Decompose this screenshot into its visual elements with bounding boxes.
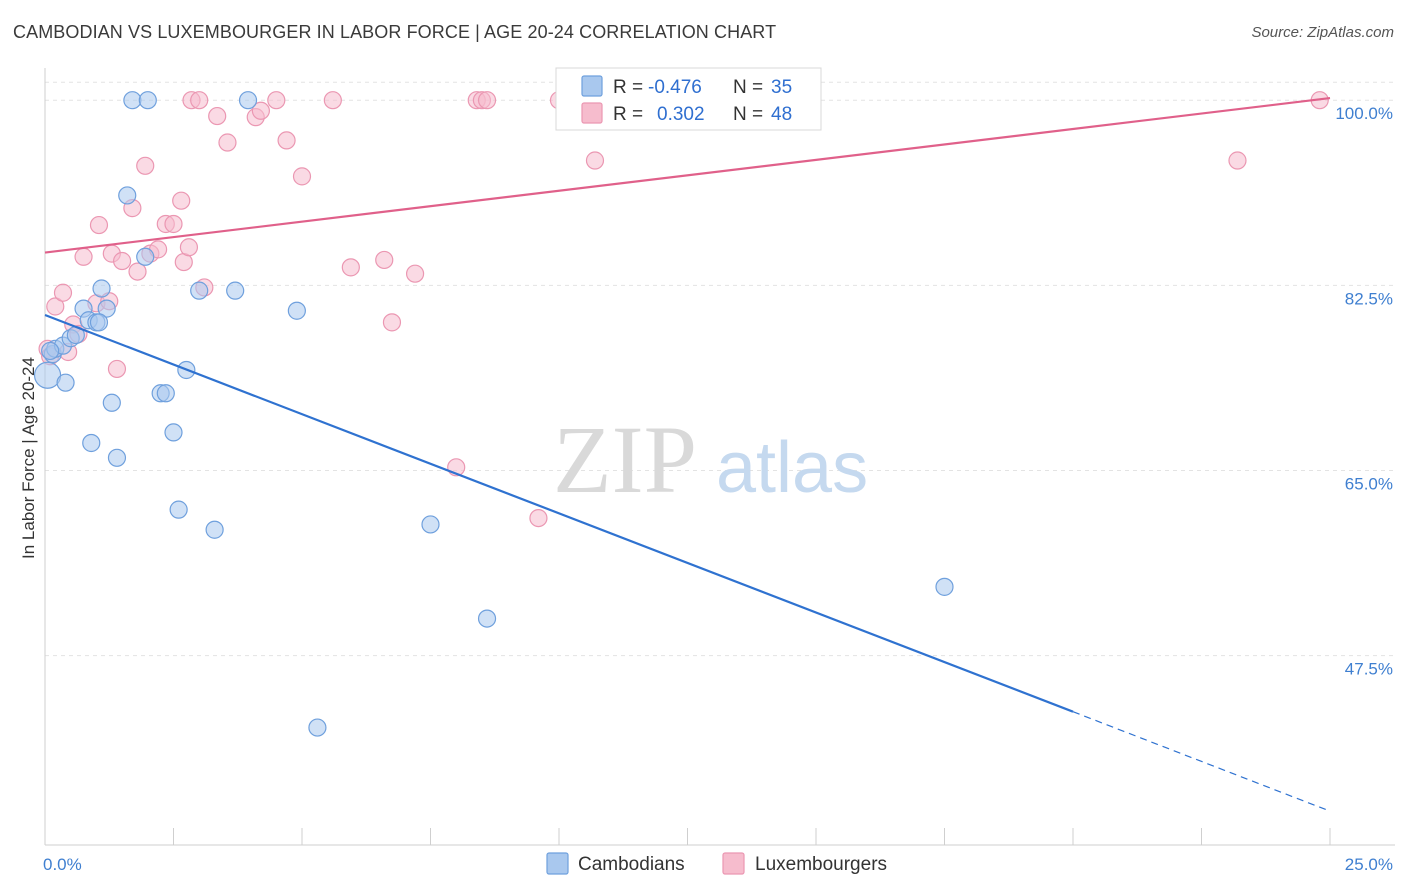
luxembourgers-point-37 [382, 313, 402, 332]
luxembourgers-point-33 [292, 167, 312, 186]
legend-swatch-cambodians [581, 75, 603, 97]
series-legend: Cambodians Luxembourgers [546, 852, 887, 875]
luxembourgers-point-20 [164, 214, 183, 234]
legend-n-label-cambodians: N = [733, 77, 763, 98]
luxembourgers-point-16 [136, 156, 155, 175]
luxembourgers-point-28 [218, 133, 237, 152]
cambodians-point-12 [97, 299, 116, 318]
x-tick-labels: 0.0% 25.0% [43, 855, 1393, 874]
cambodians-point-20 [156, 384, 175, 403]
watermark: ZIP atlas [553, 406, 868, 513]
y-tick-label-2: 82.5% [1345, 289, 1393, 308]
x-tick-label-1: 25.0% [1345, 855, 1393, 874]
cambodians-point-32 [935, 577, 954, 596]
luxembourgers-point-7 [74, 247, 93, 266]
luxembourgers-point-35 [341, 258, 360, 277]
axes [44, 68, 1395, 846]
luxembourgers-point-15 [128, 262, 147, 281]
x-tick-label-0: 0.0% [43, 855, 82, 874]
cambodians-point-4 [56, 373, 75, 392]
luxembourgers-point-32 [277, 131, 296, 150]
luxembourgers-point-12 [107, 359, 127, 379]
luxembourgers-point-2 [46, 297, 65, 316]
legend-swatch-luxembourgers-bottom [722, 852, 745, 875]
y-tick-label-0: 47.5% [1345, 660, 1393, 679]
legend-n-value-cambodians: 35 [771, 77, 792, 98]
cambodians-points [33, 91, 954, 737]
legend-r-value-luxembourgers: 0.302 [657, 104, 705, 125]
luxembourgers-point-30 [251, 101, 270, 120]
cambodians-point-15 [118, 186, 137, 205]
luxembourgers-point-3 [53, 283, 73, 302]
cambodians-point-22 [169, 500, 188, 519]
luxembourgers-point-9 [89, 215, 109, 235]
legend-label-luxembourgers: Luxembourgers [755, 854, 887, 875]
correlation-legend: R = -0.476 N = 35 R = 0.302 N = 48 [555, 67, 822, 131]
cambodians-point-27 [238, 91, 258, 110]
legend-r-value-cambodians: -0.476 [648, 77, 702, 98]
luxembourgers-trend-line [44, 96, 1331, 254]
legend-r-label-cambodians: R = [613, 77, 643, 98]
luxembourgers-point-43 [529, 508, 548, 528]
luxembourgers-point-42 [477, 91, 497, 110]
luxembourgers-point-47 [1228, 151, 1247, 170]
cambodians-point-31 [477, 609, 497, 628]
legend-label-cambodians: Cambodians [578, 854, 685, 875]
grid-lines [45, 81, 1395, 657]
cambodians-point-9 [82, 433, 101, 453]
y-tick-label-3: 100.0% [1335, 104, 1393, 123]
luxembourgers-point-25 [190, 91, 209, 110]
cambodians-point-29 [308, 718, 327, 737]
cambodians-point-21 [164, 423, 183, 442]
legend-swatch-cambodians-bottom [546, 852, 569, 875]
cambodians-trend-extension [1072, 711, 1331, 812]
legend-r-label-luxembourgers: R = [613, 104, 643, 125]
cambodians-point-14 [107, 448, 127, 467]
legend-swatch-luxembourgers [581, 102, 603, 124]
trend-lines [44, 96, 1331, 812]
cambodians-trend-line [44, 313, 1074, 713]
watermark-zip: ZIP [553, 406, 697, 513]
luxembourgers-point-38 [405, 264, 425, 283]
luxembourgers-point-36 [375, 250, 394, 270]
luxembourgers-point-23 [179, 238, 199, 257]
luxembourgers-point-21 [172, 191, 191, 210]
y-axis-title: In Labor Force | Age 20-24 [19, 357, 38, 559]
cambodians-point-28 [287, 301, 306, 320]
y-tick-label-1: 65.0% [1345, 474, 1393, 493]
cambodians-point-16 [123, 91, 142, 110]
cambodians-point-33 [41, 341, 60, 361]
cambodians-point-25 [205, 520, 224, 539]
y-tick-labels: 47.5% 65.0% 82.5% 100.0% [1335, 104, 1393, 678]
chart-title: CAMBODIAN VS LUXEMBOURGER IN LABOR FORCE… [13, 22, 777, 42]
cambodians-point-30 [421, 515, 440, 534]
cambodians-point-17 [136, 247, 155, 266]
source-label: Source: ZipAtlas.com [1251, 24, 1394, 41]
cambodians-point-24 [190, 281, 209, 300]
cambodians-point-13 [102, 393, 121, 412]
cambodians-point-11 [92, 279, 111, 298]
luxembourgers-point-31 [267, 91, 286, 110]
luxembourgers-point-27 [208, 106, 227, 126]
luxembourgers-point-45 [585, 151, 605, 170]
cambodians-point-26 [226, 281, 245, 300]
legend-n-label-luxembourgers: N = [733, 104, 763, 125]
watermark-atlas: atlas [716, 428, 868, 508]
legend-n-value-luxembourgers: 48 [771, 104, 792, 125]
cambodians-point-34 [89, 313, 109, 332]
luxembourgers-point-13 [112, 251, 132, 271]
luxembourgers-point-34 [323, 91, 342, 110]
cambodians-point-18 [138, 91, 157, 110]
